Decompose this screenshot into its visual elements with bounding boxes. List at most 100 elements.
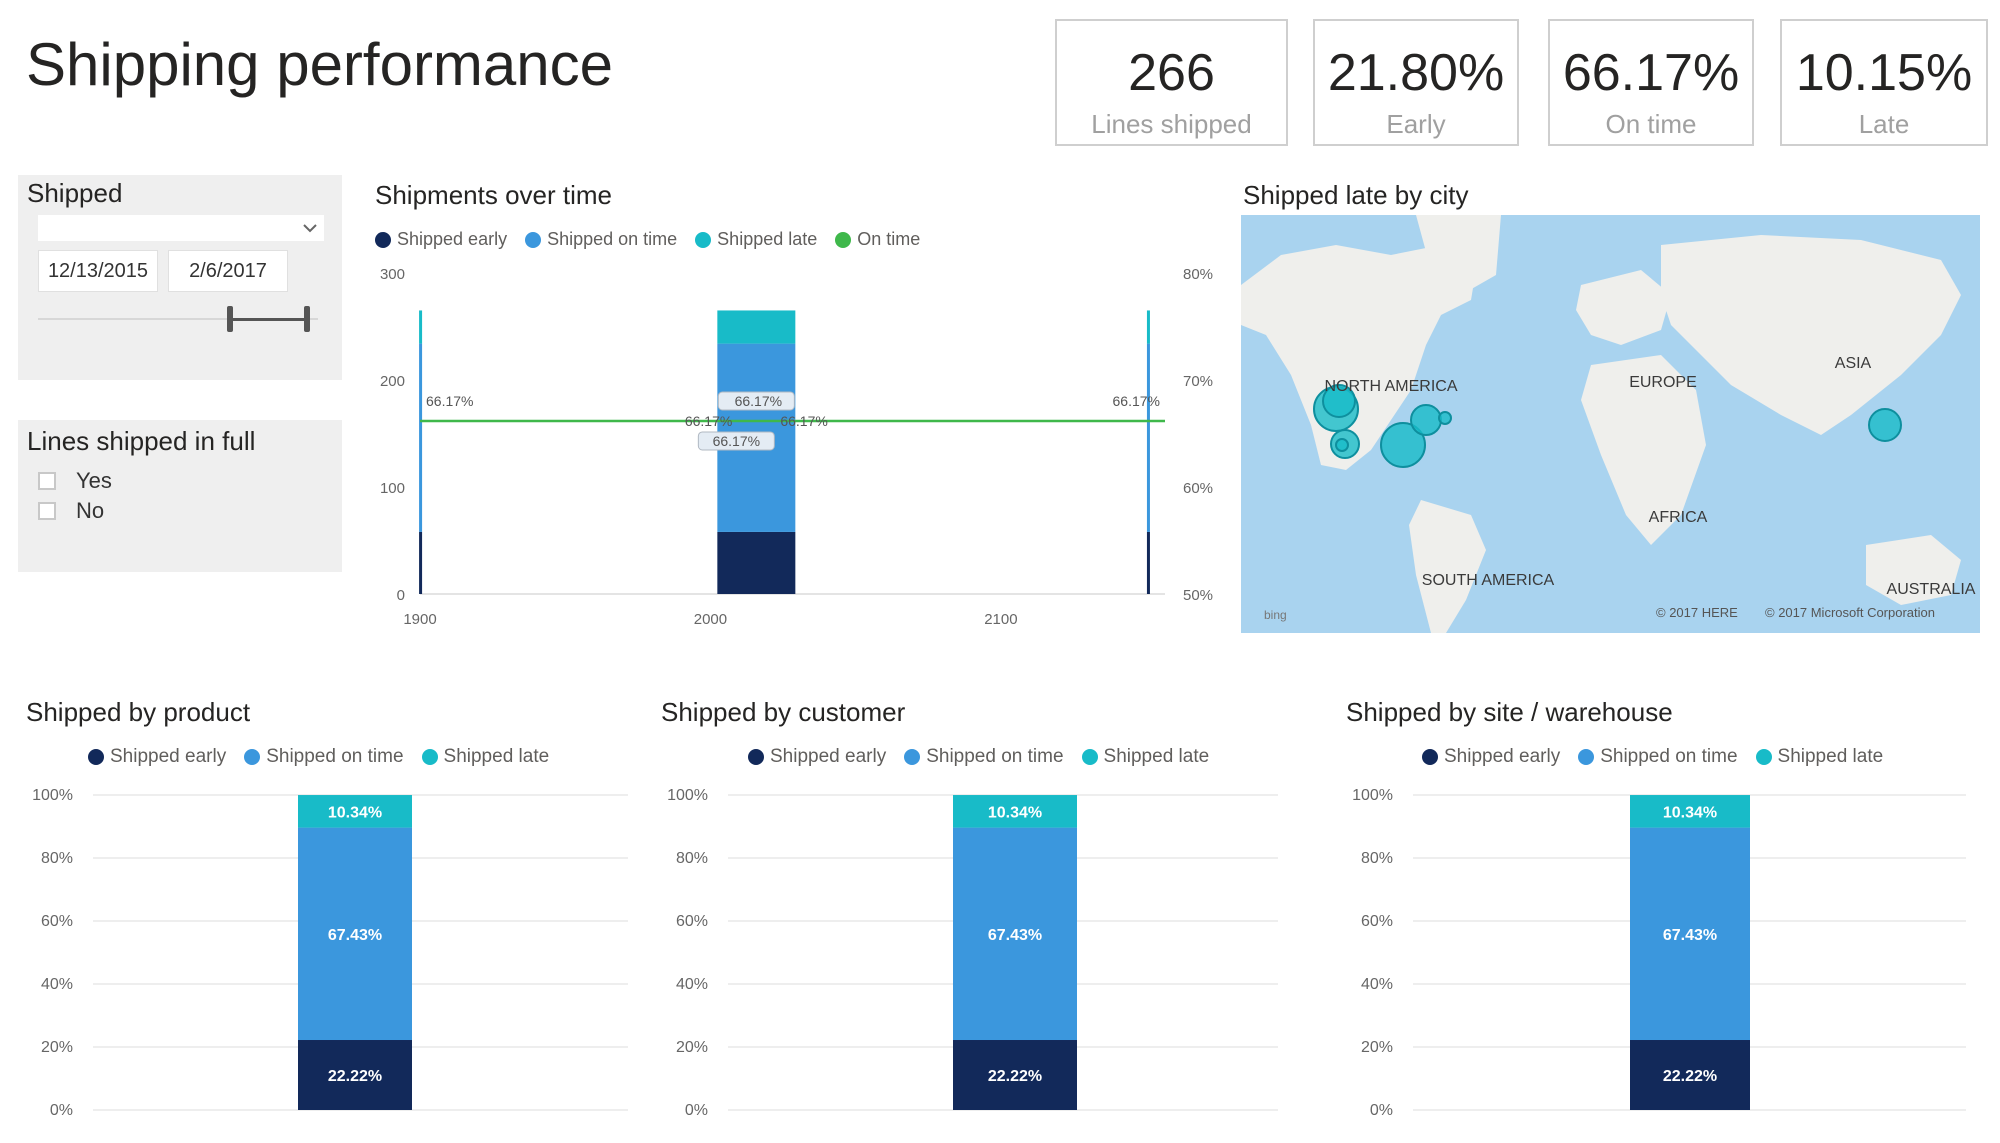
- slicer-dropdown[interactable]: [38, 215, 324, 241]
- shipments-over-time-chart[interactable]: 0 100 200 300 50% 60% 70% 80% 1900 2000 2100 66.17%…: [360, 255, 1230, 645]
- line-data-label: 66.17%: [735, 393, 782, 409]
- y-tick-label: 20%: [1361, 1039, 1393, 1056]
- shipped-by-customer-chart[interactable]: 100% 80% 60% 40% 20% 0% 22.22% 67.43% 10.34%: [653, 780, 1298, 1125]
- bar-segment-late: [298, 795, 412, 828]
- y-tick-label: 100%: [1352, 787, 1393, 804]
- line-label-bg: [697, 431, 775, 451]
- city-bubble[interactable]: [1322, 384, 1356, 418]
- start-date-input[interactable]: 12/13/2015: [38, 250, 158, 292]
- map-title: Shipped late by city: [1243, 180, 1469, 210]
- checkbox[interactable]: [38, 502, 56, 520]
- legend-dot-early: [1422, 749, 1438, 765]
- x-tick-label: 2100: [984, 611, 1017, 628]
- chart-legend: Shipped early Shipped on time Shipped la…: [88, 746, 567, 768]
- y-tick-label: 80%: [41, 850, 73, 867]
- bar-data-label: 10.34%: [988, 804, 1042, 821]
- option-label: Yes: [76, 468, 112, 493]
- shipped-late-map[interactable]: NORTH AMERICA EUROPE ASIA AFRICA SOUTH A…: [1241, 215, 1980, 633]
- bar-segment-early: [298, 1040, 412, 1110]
- bar-segment-on-time: [953, 827, 1077, 1041]
- y2-tick-label: 60%: [1183, 480, 1213, 497]
- bar-data-label: 22.22%: [328, 1068, 382, 1085]
- bar-segment-early: [419, 531, 423, 594]
- line-label-bg: [717, 391, 795, 411]
- bar-segment-late: [953, 795, 1077, 828]
- bar-data-label: 67.43%: [1663, 927, 1717, 944]
- legend-dot-on-time: [525, 231, 542, 248]
- land-europe: [1576, 270, 1671, 345]
- y-tick-label: 0: [397, 587, 405, 604]
- city-bubble[interactable]: [1868, 408, 1902, 442]
- option-no[interactable]: No: [38, 498, 104, 524]
- city-bubble[interactable]: [1410, 404, 1442, 436]
- y-tick-label: 300: [380, 266, 405, 283]
- checkbox[interactable]: [38, 472, 56, 490]
- kpi-value: 10.15%: [1795, 44, 1973, 102]
- kpi-on-time[interactable]: 66.17% On time: [1548, 19, 1754, 146]
- map-region-label: ASIA: [1835, 355, 1872, 372]
- y2-tick-label: 80%: [1183, 266, 1213, 283]
- range-start-handle[interactable]: [227, 306, 233, 332]
- date-range-track: [38, 318, 318, 320]
- legend-dot-late: [695, 231, 712, 248]
- shipped-by-site-chart[interactable]: 100% 80% 60% 40% 20% 0% 22.22% 67.43% 10.34%: [1338, 780, 1983, 1125]
- y2-tick-label: 70%: [1183, 373, 1213, 390]
- land-asia: [1661, 235, 1961, 435]
- y-tick-label: 80%: [676, 850, 708, 867]
- legend-dot-on-time: [1578, 749, 1595, 765]
- shipped-by-product-chart[interactable]: 100% 80% 60% 40% 20% 0% 22.22% 67.43% 10.34%: [18, 780, 638, 1125]
- kpi-label: On time: [1605, 109, 1697, 139]
- y-tick-label: 0%: [685, 1102, 708, 1119]
- y-tick-label: 20%: [41, 1039, 73, 1056]
- end-date-input[interactable]: 2/6/2017: [168, 250, 288, 292]
- legend-dot-on-time: [244, 749, 261, 765]
- chart-legend: Shipped early Shipped on time Shipped la…: [748, 746, 1227, 768]
- slicer-title: Lines shipped in full: [27, 426, 256, 456]
- kpi-lines-shipped[interactable]: 266 Lines shipped: [1055, 19, 1288, 146]
- y2-tick-label: 50%: [1183, 587, 1213, 604]
- bar-data-label: 10.34%: [328, 804, 382, 821]
- legend-dot-late: [1755, 749, 1772, 765]
- bar-segment-late: [419, 310, 423, 344]
- kpi-value: 266: [1128, 44, 1215, 102]
- legend-dot-early: [375, 231, 391, 248]
- chart-legend: Shipped early Shipped on time Shipped la…: [375, 229, 938, 250]
- y-tick-label: 20%: [676, 1039, 708, 1056]
- y-tick-label: 40%: [676, 976, 708, 993]
- y-tick-label: 40%: [1361, 976, 1393, 993]
- city-bubble[interactable]: [1380, 422, 1426, 468]
- kpi-value: 21.80%: [1327, 44, 1505, 102]
- bar-segment-on-time: [298, 827, 412, 1041]
- land-south-america: [1409, 500, 1486, 633]
- map-region-label: AUSTRALIA: [1887, 581, 1976, 598]
- city-bubble[interactable]: [1335, 438, 1349, 452]
- land-greenland: [1416, 215, 1501, 295]
- kpi-late[interactable]: 10.15% Late: [1780, 19, 1988, 146]
- kpi-early[interactable]: 21.80% Early: [1313, 19, 1519, 146]
- chart-title: Shipped by customer: [661, 697, 906, 727]
- map-region-label: EUROPE: [1629, 374, 1697, 391]
- legend-dot-on-time: [904, 749, 921, 765]
- line-data-label: 66.17%: [685, 413, 732, 429]
- legend-dot-on-time-line: [835, 231, 852, 248]
- y-tick-label: 60%: [1361, 913, 1393, 930]
- bar-segment-on-time: [1630, 827, 1750, 1041]
- option-yes[interactable]: Yes: [38, 468, 112, 494]
- bar-segment-on-time: [419, 343, 423, 532]
- bar-data-label: 22.22%: [1663, 1068, 1717, 1085]
- line-data-label: 66.17%: [1113, 393, 1160, 409]
- bar-data-label: 67.43%: [328, 927, 382, 944]
- legend-dot-late: [1081, 749, 1098, 765]
- range-end-handle[interactable]: [304, 306, 310, 332]
- bar-segment-late: [717, 310, 796, 344]
- y-tick-label: 80%: [1361, 850, 1393, 867]
- legend-dot-late: [421, 749, 438, 765]
- city-bubble[interactable]: [1438, 411, 1452, 425]
- bar-segment-late: [1146, 310, 1150, 344]
- map-region-label: AFRICA: [1649, 509, 1708, 526]
- x-tick-label: 1900: [403, 611, 436, 628]
- map-credit: © 2017 Microsoft Corporation: [1765, 605, 1935, 620]
- y-tick-label: 100%: [32, 787, 73, 804]
- y-tick-label: 0%: [50, 1102, 73, 1119]
- y-tick-label: 60%: [41, 913, 73, 930]
